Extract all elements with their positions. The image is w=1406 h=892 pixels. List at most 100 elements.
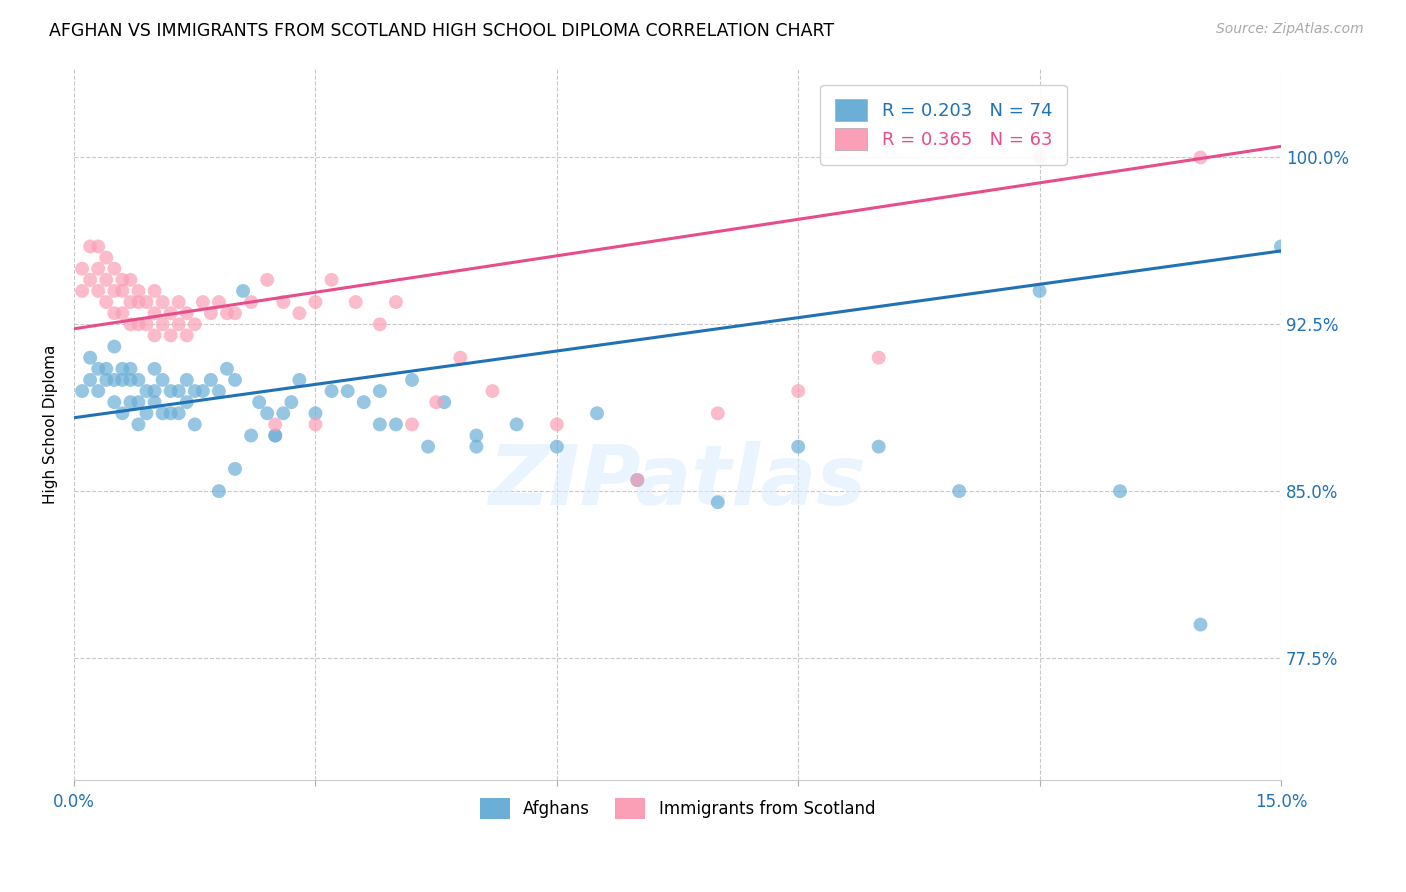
Point bbox=[546, 417, 568, 432]
Point bbox=[159, 306, 181, 320]
Point bbox=[304, 417, 326, 432]
Point bbox=[167, 295, 190, 310]
Point bbox=[868, 351, 890, 365]
Point bbox=[135, 384, 157, 398]
Point bbox=[368, 417, 391, 432]
Point bbox=[433, 395, 456, 409]
Point bbox=[103, 340, 125, 354]
Text: ZIPatlas: ZIPatlas bbox=[489, 441, 866, 522]
Point bbox=[96, 251, 118, 265]
Point bbox=[321, 384, 343, 398]
Point bbox=[368, 318, 391, 332]
Point bbox=[232, 284, 254, 298]
Point bbox=[103, 261, 125, 276]
Point bbox=[159, 328, 181, 343]
Point bbox=[87, 384, 110, 398]
Point bbox=[111, 273, 134, 287]
Point bbox=[264, 417, 287, 432]
Point bbox=[152, 373, 174, 387]
Point bbox=[787, 440, 810, 454]
Point bbox=[103, 306, 125, 320]
Point bbox=[96, 373, 118, 387]
Point bbox=[304, 406, 326, 420]
Point bbox=[465, 428, 488, 442]
Point bbox=[143, 306, 166, 320]
Point bbox=[586, 406, 609, 420]
Point bbox=[256, 273, 278, 287]
Point bbox=[79, 351, 101, 365]
Point bbox=[79, 273, 101, 287]
Point bbox=[143, 328, 166, 343]
Point bbox=[416, 440, 439, 454]
Point bbox=[167, 318, 190, 332]
Point bbox=[208, 384, 231, 398]
Point bbox=[200, 306, 222, 320]
Point bbox=[127, 295, 149, 310]
Point bbox=[127, 417, 149, 432]
Point bbox=[208, 484, 231, 499]
Point bbox=[191, 295, 214, 310]
Point bbox=[385, 295, 408, 310]
Point bbox=[505, 417, 527, 432]
Point bbox=[143, 361, 166, 376]
Point bbox=[167, 406, 190, 420]
Point bbox=[111, 306, 134, 320]
Point bbox=[449, 351, 471, 365]
Point bbox=[103, 373, 125, 387]
Point bbox=[111, 284, 134, 298]
Point bbox=[401, 417, 423, 432]
Point bbox=[224, 306, 246, 320]
Point bbox=[280, 395, 302, 409]
Point bbox=[184, 384, 207, 398]
Point bbox=[321, 273, 343, 287]
Point bbox=[176, 395, 198, 409]
Point bbox=[481, 384, 503, 398]
Point bbox=[706, 406, 728, 420]
Point bbox=[96, 361, 118, 376]
Point bbox=[368, 384, 391, 398]
Point bbox=[135, 406, 157, 420]
Point bbox=[264, 428, 287, 442]
Point bbox=[465, 440, 488, 454]
Point bbox=[120, 273, 142, 287]
Point bbox=[120, 395, 142, 409]
Point bbox=[96, 273, 118, 287]
Point bbox=[264, 428, 287, 442]
Point bbox=[152, 406, 174, 420]
Point bbox=[79, 373, 101, 387]
Point bbox=[215, 361, 238, 376]
Point bbox=[304, 295, 326, 310]
Point bbox=[288, 306, 311, 320]
Legend: Afghans, Immigrants from Scotland: Afghans, Immigrants from Scotland bbox=[474, 792, 882, 825]
Text: AFGHAN VS IMMIGRANTS FROM SCOTLAND HIGH SCHOOL DIPLOMA CORRELATION CHART: AFGHAN VS IMMIGRANTS FROM SCOTLAND HIGH … bbox=[49, 22, 834, 40]
Point bbox=[224, 373, 246, 387]
Point bbox=[626, 473, 648, 487]
Y-axis label: High School Diploma: High School Diploma bbox=[44, 344, 58, 504]
Point bbox=[948, 484, 970, 499]
Point bbox=[120, 295, 142, 310]
Point bbox=[256, 406, 278, 420]
Point bbox=[240, 428, 263, 442]
Point bbox=[271, 406, 294, 420]
Point bbox=[353, 395, 375, 409]
Point bbox=[127, 395, 149, 409]
Point bbox=[70, 384, 93, 398]
Point bbox=[143, 395, 166, 409]
Point bbox=[1028, 284, 1050, 298]
Point bbox=[143, 284, 166, 298]
Point bbox=[111, 373, 134, 387]
Point bbox=[546, 440, 568, 454]
Point bbox=[1109, 484, 1132, 499]
Point bbox=[87, 239, 110, 253]
Point bbox=[79, 239, 101, 253]
Point bbox=[159, 384, 181, 398]
Point bbox=[344, 295, 367, 310]
Point bbox=[70, 284, 93, 298]
Point bbox=[240, 295, 263, 310]
Point bbox=[385, 417, 408, 432]
Point bbox=[176, 306, 198, 320]
Point bbox=[87, 261, 110, 276]
Point bbox=[120, 373, 142, 387]
Text: Source: ZipAtlas.com: Source: ZipAtlas.com bbox=[1216, 22, 1364, 37]
Point bbox=[425, 395, 447, 409]
